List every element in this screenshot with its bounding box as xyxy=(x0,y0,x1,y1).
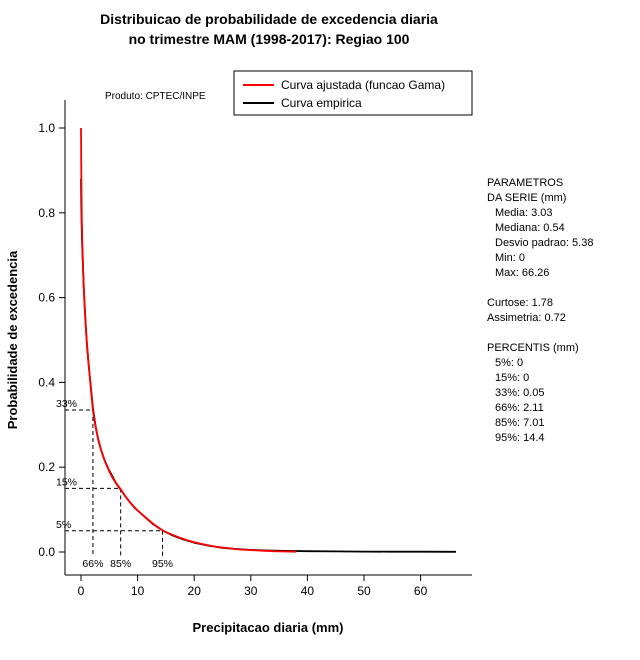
legend: Curva ajustada (funcao Gama) Curva empiri… xyxy=(233,70,473,116)
chart-title-line2: no trimestre MAM (1998-2017): Regiao 100 xyxy=(129,31,410,47)
chart-title-line1: Distribuicao de probabilidade de exceden… xyxy=(100,11,438,27)
stats-line: 5%: 0 xyxy=(495,357,524,369)
stats-line: PERCENTIS (mm) xyxy=(487,342,579,354)
stats-line: Assimetria: 0.72 xyxy=(487,312,566,324)
guide-exceedance-label: 15% xyxy=(56,476,77,488)
watermark-text: Produto: CPTEC/INPE xyxy=(105,91,206,102)
y-tick-label: 0.0 xyxy=(38,545,55,559)
stats-line: PARAMETROS xyxy=(487,177,564,189)
stats-line xyxy=(487,281,637,296)
stats-line: 95%: 14.4 xyxy=(495,432,545,444)
stats-line: Max: 66.26 xyxy=(495,267,550,279)
stats-line: 85%: 7.01 xyxy=(495,417,545,429)
stats-panel: PARAMETROS DA SERIE (mm) Media: 3.03 Median… xyxy=(487,176,637,446)
guide-percentile-label: 85% xyxy=(110,558,131,570)
guide-percentile-label: 66% xyxy=(82,558,103,570)
x-tick-label: 40 xyxy=(301,584,315,598)
stats-line: Desvio padrao: 5.38 xyxy=(495,237,594,249)
stats-line: Min: 0 xyxy=(495,252,525,264)
x-tick-label: 10 xyxy=(131,584,145,598)
stats-line: Curtose: 1.78 xyxy=(487,297,554,309)
y-tick-label: 0.6 xyxy=(38,291,55,305)
stats-line: Media: 3.03 xyxy=(495,207,553,219)
curve-empirical xyxy=(80,178,457,553)
x-tick-label: 60 xyxy=(414,584,428,598)
x-tick-label: 0 xyxy=(78,584,85,598)
guide-percentile-label: 95% xyxy=(152,558,173,570)
y-tick-label: 0.8 xyxy=(38,206,55,220)
y-tick-label: 0.2 xyxy=(38,460,55,474)
stats-line: DA SERIE (mm) xyxy=(487,192,567,204)
percentile-guides: 33% 66% 15% 85% 5% 95% xyxy=(56,398,173,570)
x-tick-label: 20 xyxy=(188,584,202,598)
stats-line xyxy=(487,326,637,341)
x-tick-label: 50 xyxy=(357,584,371,598)
stats-line: 15%: 0 xyxy=(495,372,530,384)
axes: 0 10 20 30 40 50 60 0.0 0.2 0.4 0.6 0.8 1.0 xyxy=(38,100,472,598)
stats-line: Mediana: 0.54 xyxy=(495,222,565,234)
legend-box xyxy=(233,70,473,116)
x-axis-label: Precipitacao diaria (mm) xyxy=(193,620,344,635)
stats-line: 66%: 2.11 xyxy=(495,402,544,414)
guide-exceedance-label: 5% xyxy=(56,519,71,531)
y-tick-label: 1.0 xyxy=(38,121,55,135)
guide-exceedance-label: 33% xyxy=(56,398,77,410)
stats-line: 33%: 0.05 xyxy=(495,387,545,399)
legend-item-label: Curva ajustada (funcao Gama) xyxy=(281,78,445,92)
curves xyxy=(80,127,457,553)
y-axis-label: Probabilidade de excedencia xyxy=(5,250,20,429)
y-tick-label: 0.4 xyxy=(38,375,55,389)
legend-item-label: Curva empirica xyxy=(281,96,362,110)
x-tick-label: 30 xyxy=(244,584,258,598)
curve-fitted-gamma xyxy=(80,127,297,553)
